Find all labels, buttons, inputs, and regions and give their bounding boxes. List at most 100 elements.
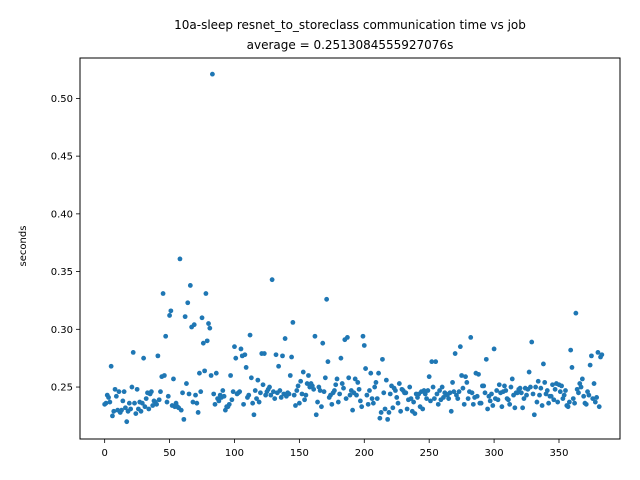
data-point <box>441 395 446 400</box>
data-point <box>299 391 305 397</box>
data-point <box>289 354 294 360</box>
data-point <box>546 400 552 406</box>
data-point <box>450 380 455 385</box>
data-point <box>171 376 176 382</box>
data-point <box>315 399 320 405</box>
data-point <box>212 401 218 407</box>
data-point <box>335 399 341 405</box>
data-point <box>487 398 493 404</box>
data-point <box>573 310 579 316</box>
data-point <box>482 390 488 396</box>
data-point <box>346 375 352 381</box>
data-point <box>568 347 574 353</box>
data-point <box>268 392 274 398</box>
data-point <box>199 315 205 321</box>
data-point <box>425 388 431 393</box>
data-point <box>277 388 283 393</box>
data-point <box>365 401 371 407</box>
data-point <box>271 389 276 395</box>
data-point <box>158 389 163 395</box>
data-point <box>599 352 605 358</box>
data-point <box>113 393 119 399</box>
data-point <box>378 410 384 415</box>
data-point <box>108 363 114 369</box>
data-point <box>247 332 253 338</box>
data-point <box>496 382 502 388</box>
data-point <box>155 353 161 359</box>
data-point <box>332 388 337 393</box>
data-point <box>393 388 398 393</box>
data-point <box>163 333 169 339</box>
x-tick-label: 350 <box>549 448 568 459</box>
data-point <box>302 397 307 403</box>
data-point <box>476 371 481 377</box>
data-point <box>195 410 201 415</box>
data-point <box>394 395 400 400</box>
data-point <box>269 277 275 283</box>
data-point <box>408 396 414 401</box>
data-point <box>507 401 513 407</box>
data-point <box>178 407 184 413</box>
data-point <box>463 374 468 380</box>
data-point <box>548 393 554 399</box>
data-point <box>452 351 458 356</box>
data-point <box>456 389 462 395</box>
data-point <box>203 291 209 296</box>
data-point <box>455 396 461 401</box>
data-point <box>317 388 323 393</box>
data-point <box>185 300 191 306</box>
data-point <box>182 314 188 320</box>
data-point <box>555 399 561 405</box>
data-point <box>396 381 402 386</box>
data-point <box>534 399 540 405</box>
data-point <box>594 395 600 400</box>
data-point <box>552 386 558 392</box>
data-point <box>447 390 453 396</box>
axis-ticks: 0 50 100 150 200 250 300 350 0.25 0.30 0.35 0.40 0.4… <box>51 94 569 459</box>
data-point <box>280 353 285 359</box>
data-point <box>469 390 475 396</box>
data-point <box>226 401 232 407</box>
data-point <box>193 392 198 398</box>
data-point <box>434 391 440 397</box>
data-point <box>204 338 210 344</box>
data-point <box>494 388 500 393</box>
data-point <box>595 350 601 355</box>
data-point <box>150 403 156 408</box>
data-point <box>373 380 379 385</box>
data-point <box>311 386 317 392</box>
data-point <box>403 390 409 396</box>
data-point <box>583 401 589 407</box>
data-point <box>563 388 568 393</box>
data-point <box>106 395 111 400</box>
data-point <box>123 405 128 411</box>
data-point <box>320 340 326 346</box>
data-point <box>360 333 366 339</box>
data-point <box>474 393 480 399</box>
data-point <box>468 335 474 340</box>
x-tick-label: 150 <box>290 448 309 459</box>
y-tick-label: 0.40 <box>51 209 73 220</box>
data-point <box>261 351 267 356</box>
data-point <box>334 376 340 382</box>
data-point <box>206 321 211 326</box>
data-point <box>576 390 581 396</box>
data-point <box>246 392 252 398</box>
data-point <box>368 370 374 376</box>
data-point <box>130 350 136 355</box>
data-point <box>324 296 330 302</box>
data-point <box>361 343 367 348</box>
data-point <box>374 396 380 401</box>
data-point <box>187 283 193 288</box>
data-point <box>551 397 557 403</box>
data-point <box>377 415 383 421</box>
data-point <box>319 404 324 410</box>
data-point <box>524 392 529 398</box>
data-point <box>470 401 476 407</box>
data-point <box>426 374 432 380</box>
data-point <box>363 366 368 371</box>
data-point <box>420 406 426 412</box>
data-point <box>517 385 523 391</box>
x-tick-label: 300 <box>485 448 504 459</box>
